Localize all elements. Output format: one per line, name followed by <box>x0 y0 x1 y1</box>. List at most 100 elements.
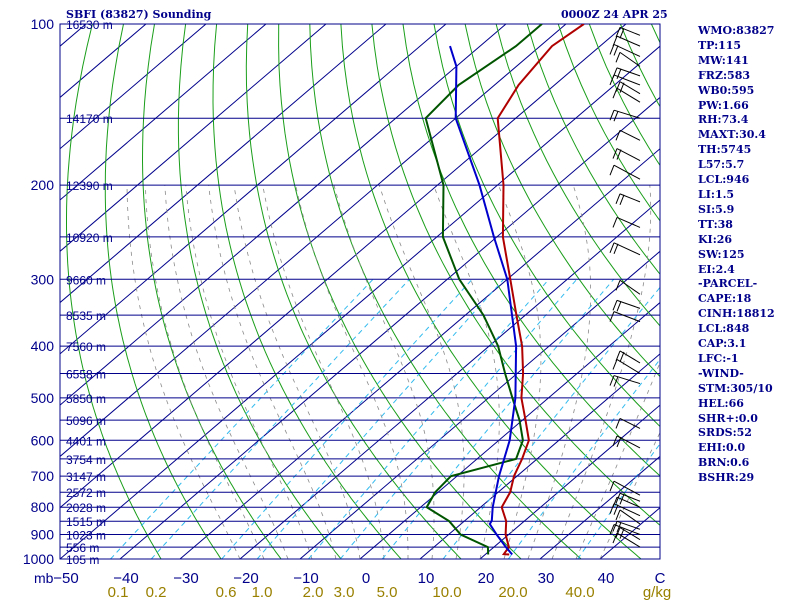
wind-barb-staff <box>616 35 641 47</box>
temperature-tick-label: −50 <box>53 570 78 587</box>
pressure-tick-label: 500 <box>31 390 55 406</box>
height-label: 105 m <box>66 553 99 567</box>
pressure-tick-label: 100 <box>31 16 55 32</box>
isotherm-line <box>479 404 660 559</box>
height-label: 16530 m <box>66 18 113 32</box>
stability-index-panel: WMO:83827 TP:115 MW:141 FRZ:583 WB0:595 PW:1.… <box>698 24 798 486</box>
wind-barb-feather <box>619 194 625 206</box>
temperature-tick-label: 40 <box>598 570 615 587</box>
index-item: CAP:3.1 <box>698 337 747 351</box>
wind-barb <box>615 26 641 39</box>
wind-barb-staff <box>619 51 641 67</box>
temperature-tick-label: −10 <box>293 570 318 587</box>
index-item: SI:5.9 <box>698 202 735 216</box>
wind-barb-feather <box>609 481 615 492</box>
pressure-tick-label: 300 <box>31 271 55 287</box>
pressure-tick-label: 1000 <box>23 551 54 567</box>
height-label: 4401 m <box>66 434 106 448</box>
mixing-ratio-tick-label: 3.0 <box>334 584 355 600</box>
isotherm-line <box>299 250 660 559</box>
wind-barb <box>612 148 641 162</box>
wind-barb-feather <box>613 504 619 515</box>
isotherm-line <box>60 24 387 304</box>
index-item: HEL:66 <box>698 396 744 410</box>
dry-adiabat-line <box>245 24 462 559</box>
moist-adiabat-line <box>527 184 591 559</box>
moist-adiabat-line <box>144 185 265 559</box>
wind-barb-feather <box>615 493 621 504</box>
wind-barb <box>615 51 641 67</box>
pressure-tick-label: 200 <box>31 177 55 193</box>
wind-barb-feather <box>615 509 621 521</box>
wind-barb-staff <box>619 129 641 141</box>
isotherm-line <box>179 148 660 559</box>
wind-barb-staff <box>616 87 641 103</box>
wind-barb-feather <box>609 74 615 86</box>
wind-barb <box>615 279 641 295</box>
wind-barb-staff <box>616 496 641 508</box>
index-item: -PARCEL- <box>698 277 758 291</box>
temperature-tick-label: −30 <box>173 570 198 587</box>
isotherm-line <box>60 24 627 509</box>
height-label: 5850 m <box>66 392 106 406</box>
moist-adiabat-line <box>233 185 361 559</box>
height-label: 3754 m <box>66 453 106 467</box>
wind-barb <box>609 44 641 57</box>
wind-barb-feather <box>612 532 618 544</box>
temperature-tick-label: 30 <box>538 570 555 587</box>
chart-valid-time: 0000Z 24 APR 25 <box>561 8 668 21</box>
index-item: -WIND- <box>698 366 744 380</box>
wind-barb-staff <box>613 242 641 256</box>
isotherm-line <box>60 45 660 559</box>
wind-barb-staff <box>616 532 641 548</box>
moist-adiabat-line <box>378 184 465 559</box>
wind-barb <box>612 299 641 312</box>
wind-barb <box>615 417 641 429</box>
moist-adiabat-line <box>185 185 313 559</box>
wind-barb <box>615 350 641 364</box>
wind-barb <box>612 216 641 228</box>
wind-barb-feather <box>613 45 619 56</box>
wind-barb <box>612 87 641 103</box>
wind-barb-feather <box>616 68 622 80</box>
isotherm-line <box>60 24 567 458</box>
wind-barb <box>609 524 641 535</box>
moist-adiabat-line <box>164 185 289 559</box>
index-item: BRN:0.6 <box>698 456 750 470</box>
parcel-trace <box>449 45 518 556</box>
index-item: EHI:0.0 <box>698 441 746 455</box>
wind-barb <box>609 74 641 86</box>
height-label: 12390 m <box>66 179 113 193</box>
wind-barb-staff <box>613 503 641 517</box>
wind-barb <box>609 480 641 496</box>
wind-barb-feather <box>612 87 618 99</box>
chart-title: SBFI (83827) Sounding <box>66 8 212 21</box>
index-item: STM:305/10 <box>698 381 773 395</box>
index-item: SW:125 <box>698 247 745 261</box>
mixing-ratio-tick-label: 20.0 <box>498 584 527 600</box>
moist-adiabat-line <box>262 185 385 559</box>
wind-barb-staff <box>619 417 641 429</box>
temperature-axis-label: C <box>655 570 666 587</box>
mixing-ratio-tick-label: 0.1 <box>108 584 129 600</box>
temperature-tick-label: 10 <box>418 570 435 587</box>
index-item: CAPE:18 <box>698 292 752 306</box>
wind-barb-feather <box>619 82 625 93</box>
index-item: LI:1.5 <box>698 187 735 201</box>
wind-barb-feather <box>619 528 625 539</box>
wind-barb-feather <box>612 521 618 532</box>
height-label: 5096 m <box>66 414 106 428</box>
temperature-tick-label: −40 <box>113 570 138 587</box>
wind-barb-staff <box>613 44 641 57</box>
wind-barb-feather <box>615 280 621 291</box>
isotherm-line <box>239 199 660 559</box>
height-label: 1023 m <box>66 529 106 543</box>
temperature-line <box>496 24 585 556</box>
dry-adiabat-line <box>141 24 282 559</box>
mixing-ratio-line <box>221 278 473 559</box>
wind-barb-feather <box>609 44 615 55</box>
wind-barb-feather <box>615 418 621 429</box>
dry-adiabat-line <box>177 24 342 559</box>
mixing-ratio-unit-label: g/kg <box>643 584 671 600</box>
